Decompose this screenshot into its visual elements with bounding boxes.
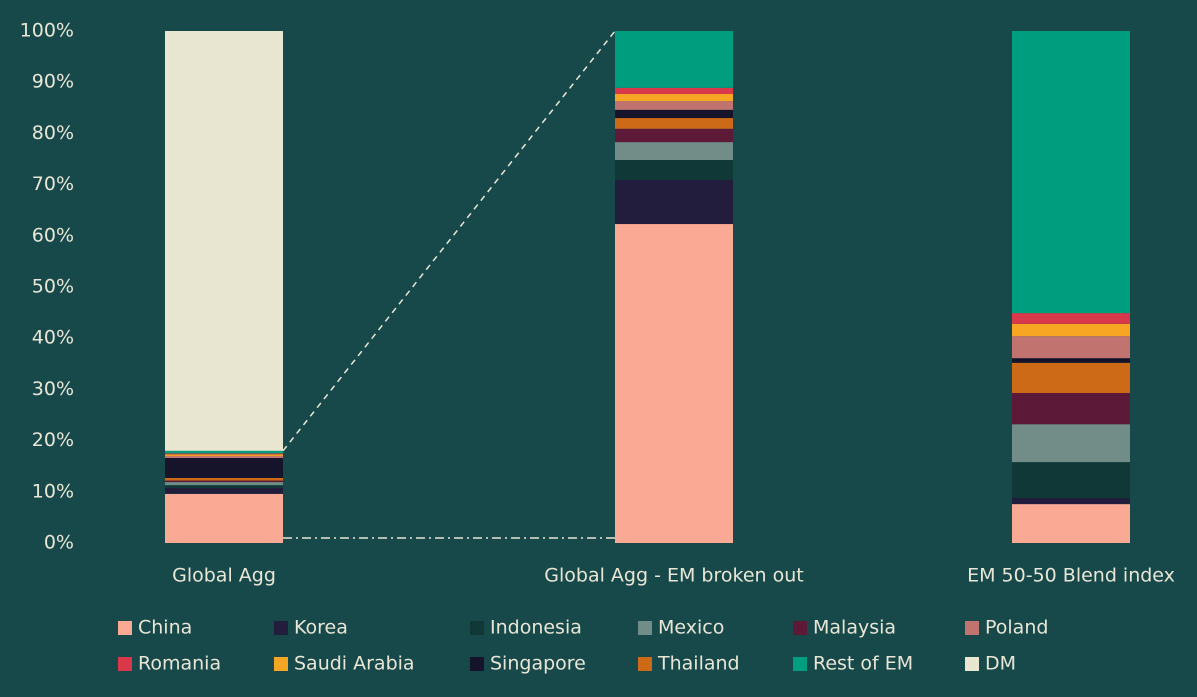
bar-segment	[1012, 313, 1130, 324]
legend-label: Mexico	[658, 617, 724, 639]
bar-segment	[165, 31, 283, 451]
bar-segment	[165, 485, 283, 488]
bar-segment	[615, 224, 733, 544]
legend-swatch	[638, 657, 652, 671]
bar-segment	[1012, 392, 1130, 425]
bar-segment	[1012, 504, 1130, 543]
legend-label: DM	[985, 653, 1016, 675]
x-tick-label: Global Agg	[172, 565, 276, 587]
legend-swatch	[274, 621, 288, 635]
legend-swatch	[793, 657, 807, 671]
legend-label: Indonesia	[490, 617, 582, 639]
x-tick-label: Global Agg - EM broken out	[544, 565, 803, 587]
legend-label: Poland	[985, 617, 1048, 639]
bar-segment	[1012, 462, 1130, 498]
bar-segment	[1012, 31, 1130, 314]
bar-segment	[615, 160, 733, 180]
legend-swatch	[793, 621, 807, 635]
legend-label: Singapore	[490, 653, 586, 675]
bar-segment	[615, 101, 733, 110]
bar-segment	[1012, 358, 1130, 363]
bar-segment	[615, 179, 733, 225]
bar-segment	[165, 493, 283, 543]
bar-segment	[165, 477, 283, 481]
legend-swatch	[118, 657, 132, 671]
bar-segment	[1012, 362, 1130, 393]
x-tick-label: EM 50-50 Blend index	[967, 565, 1175, 587]
legend-swatch	[118, 621, 132, 635]
legend-label: Thailand	[657, 653, 740, 675]
y-tick-label: 60%	[32, 224, 74, 246]
y-tick-label: 100%	[20, 20, 74, 42]
bar-segment	[615, 31, 733, 88]
y-tick-label: 80%	[32, 122, 74, 144]
y-tick-label: 90%	[32, 71, 74, 93]
legend-swatch	[965, 621, 979, 635]
legend-label: Saudi Arabia	[294, 653, 415, 675]
legend-swatch	[965, 657, 979, 671]
y-tick-label: 40%	[32, 327, 74, 349]
bar-segment	[615, 142, 733, 161]
legend-swatch	[638, 621, 652, 635]
y-tick-label: 30%	[32, 378, 74, 400]
bar-segment	[615, 128, 733, 143]
y-tick-label: 10%	[32, 480, 74, 502]
legend-swatch	[274, 657, 288, 671]
bar-segment	[1012, 323, 1130, 337]
y-tick-label: 50%	[32, 276, 74, 298]
bar-segment	[165, 453, 283, 455]
connector	[282, 30, 616, 452]
bar-segment	[165, 458, 283, 478]
bar-segment	[165, 450, 283, 454]
legend-swatch	[470, 621, 484, 635]
y-tick-label: 70%	[32, 173, 74, 195]
bar-segment	[165, 454, 283, 456]
legend-label: Korea	[294, 617, 348, 639]
legend-label: Romania	[138, 653, 221, 675]
y-tick-label: 0%	[44, 532, 74, 554]
bar-segment	[1012, 424, 1130, 463]
bar-segment	[615, 118, 733, 129]
bar-segment	[615, 93, 733, 102]
legend-label: Rest of EM	[813, 653, 913, 675]
bar-segment	[1012, 336, 1130, 359]
legend-swatch	[470, 657, 484, 671]
legend-label: Malaysia	[813, 617, 896, 639]
legend-label: China	[138, 617, 192, 639]
bar-segment	[615, 109, 733, 119]
bar-segment	[165, 480, 283, 483]
y-tick-label: 20%	[32, 429, 74, 451]
bar-segment	[165, 455, 283, 459]
bar-segment	[615, 87, 733, 94]
bar-segment	[1012, 497, 1130, 505]
bar-segment	[165, 482, 283, 486]
bar-segment	[165, 487, 283, 494]
